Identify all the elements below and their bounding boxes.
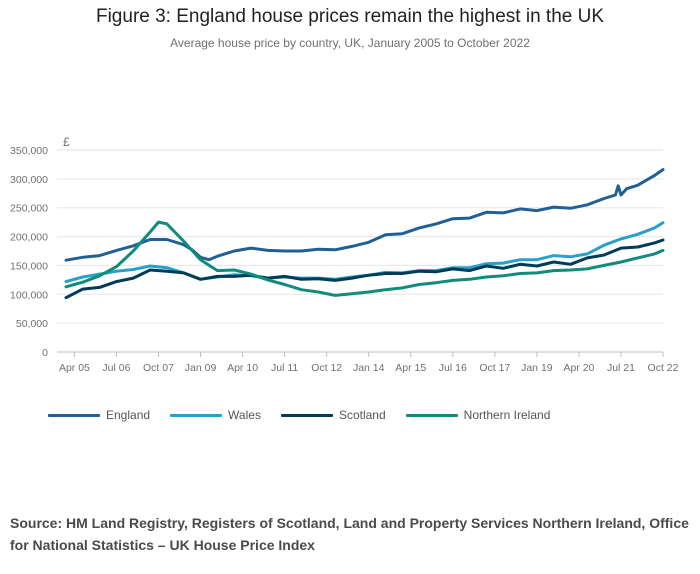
legend-swatch-northern-ireland <box>405 413 458 417</box>
series-line-wales[interactable] <box>64 221 665 284</box>
series-line-northern-ireland[interactable] <box>64 220 665 297</box>
x-tick-label: Oct 07 <box>143 362 174 374</box>
chart-title: Figure 3: England house prices remain th… <box>95 6 605 27</box>
y-tick-label: 200,000 <box>10 232 48 244</box>
x-tick-label: Jul 21 <box>607 362 635 374</box>
legend-label-northern-ireland: Northern Ireland <box>463 408 551 422</box>
series-line-england[interactable] <box>64 168 665 262</box>
series-line-scotland[interactable] <box>64 238 665 300</box>
x-tick-label: Jan 19 <box>521 362 553 374</box>
gridlines <box>57 149 663 353</box>
legend: England Wales Scotland Northern Ireland <box>48 408 570 422</box>
y-tick-label: 0 <box>42 347 48 359</box>
series-lines <box>64 168 665 300</box>
legend-label-scotland: Scotland <box>338 408 386 422</box>
x-tick-label: Apr 10 <box>227 362 258 374</box>
x-tick-label: Jul 06 <box>102 362 130 374</box>
x-tick-label: Jan 09 <box>185 362 217 374</box>
axes: 0 50,000 100,000 150,000 200,000 250,000 300,0… <box>10 135 679 374</box>
x-tick-label: Apr 20 <box>563 362 594 374</box>
legend-item-wales[interactable]: Wales <box>170 408 261 422</box>
source-note: Source: HM Land Registry, Registers of S… <box>10 515 689 553</box>
legend-swatch-scotland <box>280 413 333 417</box>
x-tick-label: Jan 14 <box>353 362 385 374</box>
x-tick-label: Oct 22 <box>648 362 679 374</box>
line-chart: 0 50,000 100,000 150,000 200,000 250,000 300,0… <box>10 135 679 374</box>
x-tick-label: Apr 05 <box>59 362 90 374</box>
x-tick-label: Oct 12 <box>311 362 342 374</box>
x-tick-label: Oct 17 <box>479 362 510 374</box>
legend-label-wales: Wales <box>228 408 261 422</box>
legend-swatch-wales <box>170 413 223 417</box>
y-tick-label: 50,000 <box>16 318 48 330</box>
legend-item-northern-ireland[interactable]: Northern Ireland <box>405 408 551 422</box>
y-tick-label: 150,000 <box>10 260 48 272</box>
legend-item-england[interactable]: England <box>48 408 150 422</box>
y-tick-label: 300,000 <box>10 174 48 186</box>
x-tick-label: Jul 16 <box>439 362 467 374</box>
y-tick-label: 250,000 <box>10 203 48 215</box>
legend-swatch-england <box>48 413 100 417</box>
y-axis-unit-label: £ <box>63 135 70 149</box>
y-tick-label: 100,000 <box>10 289 48 301</box>
x-tick-label: Apr 15 <box>395 362 426 374</box>
chart-subtitle: Average house price by country, UK, Janu… <box>170 36 530 50</box>
y-tick-label: 350,000 <box>10 145 48 157</box>
x-tick-label: Jul 11 <box>271 362 298 374</box>
legend-item-scotland[interactable]: Scotland <box>280 408 386 422</box>
legend-label-england: England <box>106 408 151 422</box>
